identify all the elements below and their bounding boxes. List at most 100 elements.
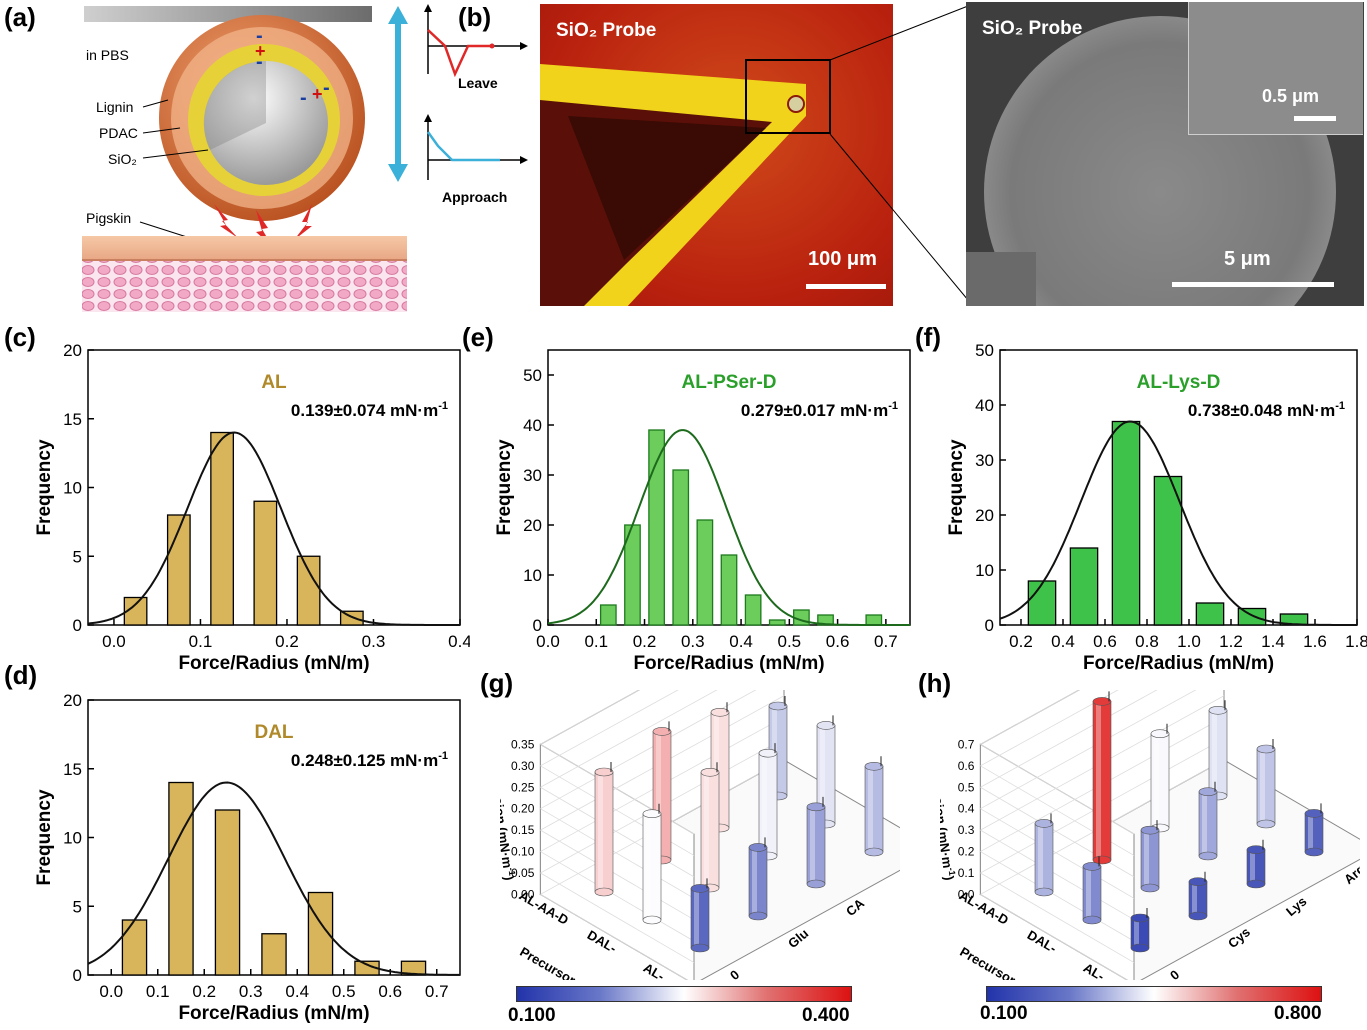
panel-label-e: (e) [462,322,494,352]
bar3d-base [1130,943,1150,953]
x-tick-label: 1.6 [1303,632,1327,651]
y-tick-label: 40 [975,396,994,415]
histogram-bar [865,614,883,626]
bar3d-column [690,878,710,953]
x-tick-label: 0.4 [285,982,309,1001]
panel-label-f: (f) [915,322,941,352]
y-tick-label: 30 [523,466,542,485]
panel-label-b: (b) [458,2,492,32]
y-axis-label: Precursors [957,944,1024,980]
histogram-bar [261,933,287,976]
colorbar-g-max: 0.400 [802,1005,850,1026]
x-tick-label: 0.6 [378,982,402,1001]
colorbar-h-min: 0.100 [980,1003,1028,1024]
bar3d-top [768,701,788,711]
histogram-bar [1027,580,1057,626]
svg-text:+: + [312,84,323,104]
x-tick-label: 0.2 [275,632,299,651]
bar3d-body [690,888,710,949]
gaussian-fit-line [547,429,910,626]
y-tick-label: 10 [63,479,82,498]
x-tick-label: 1.8 [1345,632,1367,651]
y-tick-label: 10 [523,566,542,585]
layer-label-sio2: SiO₂ [108,151,137,167]
x-tick-label: 0.0 [99,982,123,1001]
cantilever-plate [84,6,372,22]
bar3d-top [710,707,730,717]
bar3d-column [1150,723,1170,833]
z-tick-label: 0.15 [511,823,535,837]
bar3d-body [806,806,826,885]
z-tick-label: 0.3 [958,823,975,837]
y-axis-label: Precursors [517,944,584,980]
x-tick-label: 0.4 [1051,632,1075,651]
x-tick-label: 0.3 [362,632,386,651]
bar3d-highlight [1134,918,1139,948]
bar3d-body [748,847,768,917]
bar3d-base [1092,855,1112,865]
bar3d-column [1092,691,1112,865]
y-tick-label: 20 [63,691,82,710]
series-name: AL [261,372,287,393]
bar3d-highlight [1096,701,1101,860]
bar3d-base [1034,887,1054,897]
bar3d-highlight [1212,710,1217,796]
bar3d-top [748,843,768,852]
panel-label-c: (c) [4,322,36,352]
svg-text:+: + [255,41,266,61]
z-gridline [980,690,1080,745]
bar3d-body [1198,791,1218,857]
z-tick-label: 0.10 [511,845,535,859]
layer-label-lignin: Lignin [96,99,133,115]
zoom-lines [829,5,969,301]
bar3d-top [816,721,836,730]
bar3d-top [864,761,884,771]
leave-label: Leave [458,75,498,91]
z-tick-label: 0.30 [511,759,535,773]
x-tick-label: 0.7 [874,632,898,651]
bar3d-highlight [1086,866,1091,920]
bar3d-top [1092,697,1112,706]
bar3d-body [594,771,614,893]
x-axis-label: Force/Radius (mN/m) [178,1003,369,1024]
fit-statistic: 0.738±0.048 mN·m-1 [1188,400,1345,420]
x-tick-label: 0.7 [425,982,449,1001]
panel-label-a: (a) [4,2,36,32]
x-tick-label: 0.1 [146,982,170,1001]
bar3d-highlight [704,772,709,888]
x-tick-label: 0.2 [1009,632,1033,651]
pigskin-dermis [82,260,407,312]
bar3d-base [1198,851,1218,861]
x-tick-label: 0.6 [826,632,850,651]
sem-inset-scale-text: 0.5 μm [1262,86,1320,106]
bar3d-base [690,943,710,953]
bar3d-base [864,847,884,857]
z-tick-label: 0.0 [958,887,975,901]
optical-scale-bar [806,284,886,289]
z-gridline [540,690,718,788]
bar3d-highlight [752,847,757,916]
y-axis-label: Frequency [494,439,515,536]
bar3d-column [1140,820,1160,893]
histogram-bar [400,960,427,976]
bar3d-base [806,879,826,889]
x-tick-label: 0.3 [681,632,705,651]
histogram-bar [648,429,665,626]
bar3d-column [816,715,836,829]
z-tick-label: 0.2 [958,845,975,859]
bar3d-column [1130,908,1150,953]
series-name: AL-PSer-D [681,372,776,393]
z-gridline [540,690,640,745]
bar3d-highlight [762,753,767,856]
y-tick-label: 50 [975,341,994,360]
z-axis-label: Adhension (mN·m-1) [500,756,518,881]
bar3d-body [1188,881,1208,917]
bar3d-body [700,771,720,889]
bar3d-body [864,765,884,853]
bar3d-highlight [868,766,873,852]
histogram-al-lys-d: 0 10 20 30 40 50 0.2 0.4 0.6 0.8 1.0 1.2 1.4 1.6 1.8 AL… [946,341,1367,674]
histogram-bar [123,596,148,626]
bar3d-top [1208,705,1228,715]
y-tick-label: 5 [73,547,82,566]
